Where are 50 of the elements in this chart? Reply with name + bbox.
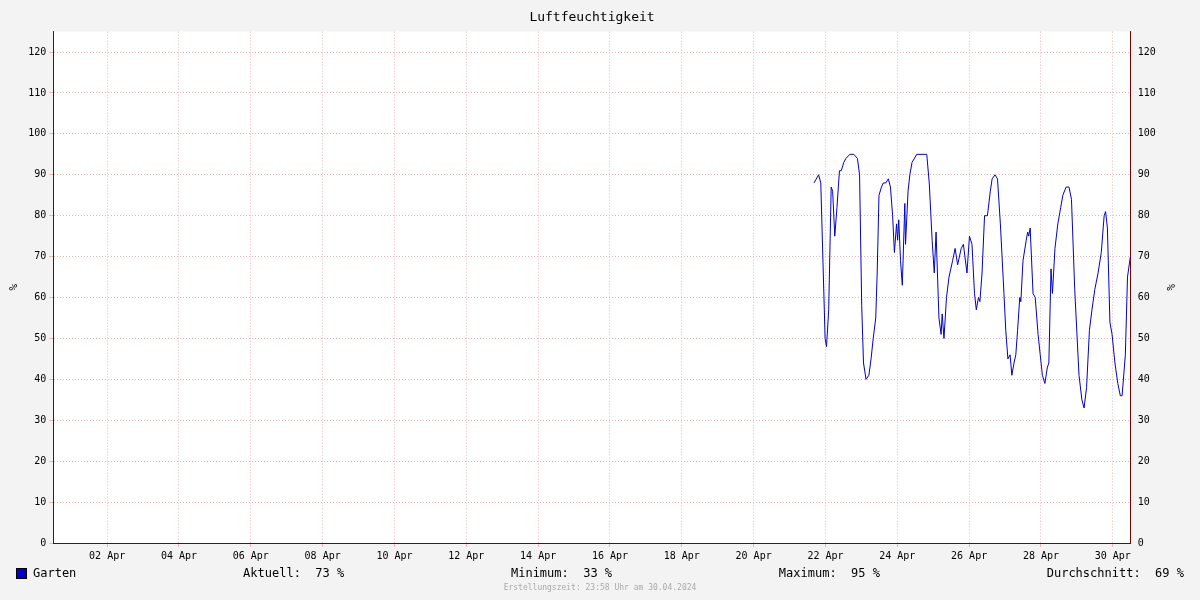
y-tick-label: 70 bbox=[34, 250, 47, 262]
x-tick-label: 26 Apr bbox=[951, 549, 988, 561]
y-tick-label: 20 bbox=[34, 454, 47, 466]
y2-tick-label: 10 bbox=[1137, 495, 1150, 507]
x-tick-label: 18 Apr bbox=[663, 549, 700, 561]
x-tick-label: 14 Apr bbox=[520, 549, 557, 561]
y2-tick-label: 90 bbox=[1137, 168, 1150, 180]
x-tick-label: 12 Apr bbox=[448, 549, 485, 561]
y-tick-label: 100 bbox=[28, 127, 47, 139]
x-tick-label: 30 Apr bbox=[1094, 549, 1131, 561]
y2-tick-label: 50 bbox=[1137, 332, 1150, 344]
x-tick-label: 04 Apr bbox=[160, 549, 198, 561]
text: Maximum: 95 % bbox=[778, 566, 880, 580]
text: Erstellungszeit: 23:58 Uhr am 30.04.2024 bbox=[502, 582, 698, 594]
y2-tick-label: 110 bbox=[1137, 86, 1156, 98]
chart-title: Luftfeuchtigkeit bbox=[529, 9, 655, 25]
y2-tick-label: 20 bbox=[1137, 454, 1150, 466]
y-tick-label: 90 bbox=[34, 168, 47, 180]
y2-tick-label: 80 bbox=[1137, 209, 1150, 221]
x-tick-label: 28 Apr bbox=[1022, 549, 1060, 561]
x-tick-label: 24 Apr bbox=[879, 549, 916, 561]
x-tick-label: 22 Apr bbox=[807, 549, 844, 561]
y2-tick-label: 120 bbox=[1137, 45, 1156, 57]
x-tick-label: 20 Apr bbox=[735, 549, 772, 561]
y-tick-label: 120 bbox=[28, 45, 47, 57]
y2-tick-label: 100 bbox=[1137, 127, 1156, 139]
y2-tick-label: 0 bbox=[1137, 536, 1144, 548]
x-tick-label: 06 Apr bbox=[232, 549, 269, 561]
y-tick-label: 40 bbox=[34, 372, 47, 384]
x-tick-label: 08 Apr bbox=[304, 549, 341, 561]
x-tick-label: 02 Apr bbox=[89, 549, 126, 561]
y-tick-label: 110 bbox=[28, 86, 47, 98]
legend-label: Garten bbox=[32, 566, 77, 580]
x-tick-label: 10 Apr bbox=[376, 549, 413, 561]
text: Durchschnitt: 69 % bbox=[1046, 566, 1184, 580]
y2-tick-label: 40 bbox=[1137, 372, 1150, 384]
y-axis-title: % bbox=[7, 283, 21, 291]
y-tick-label: 10 bbox=[34, 495, 47, 507]
y2-tick-label: 60 bbox=[1137, 291, 1150, 303]
y-tick-label: 50 bbox=[34, 332, 47, 344]
y2-axis-title: % bbox=[1163, 283, 1177, 291]
text: Minimum: 33 % bbox=[510, 566, 613, 580]
y2-tick-label: 70 bbox=[1137, 250, 1150, 262]
x-tick-label: 16 Apr bbox=[591, 549, 629, 561]
y-tick-label: 80 bbox=[34, 209, 47, 221]
y2-tick-label: 30 bbox=[1137, 413, 1150, 425]
y-tick-label: 60 bbox=[34, 291, 47, 303]
text: Aktuell: 73 % bbox=[243, 566, 345, 580]
y-tick-label: 0 bbox=[40, 536, 47, 548]
y-tick-label: 30 bbox=[34, 413, 47, 425]
